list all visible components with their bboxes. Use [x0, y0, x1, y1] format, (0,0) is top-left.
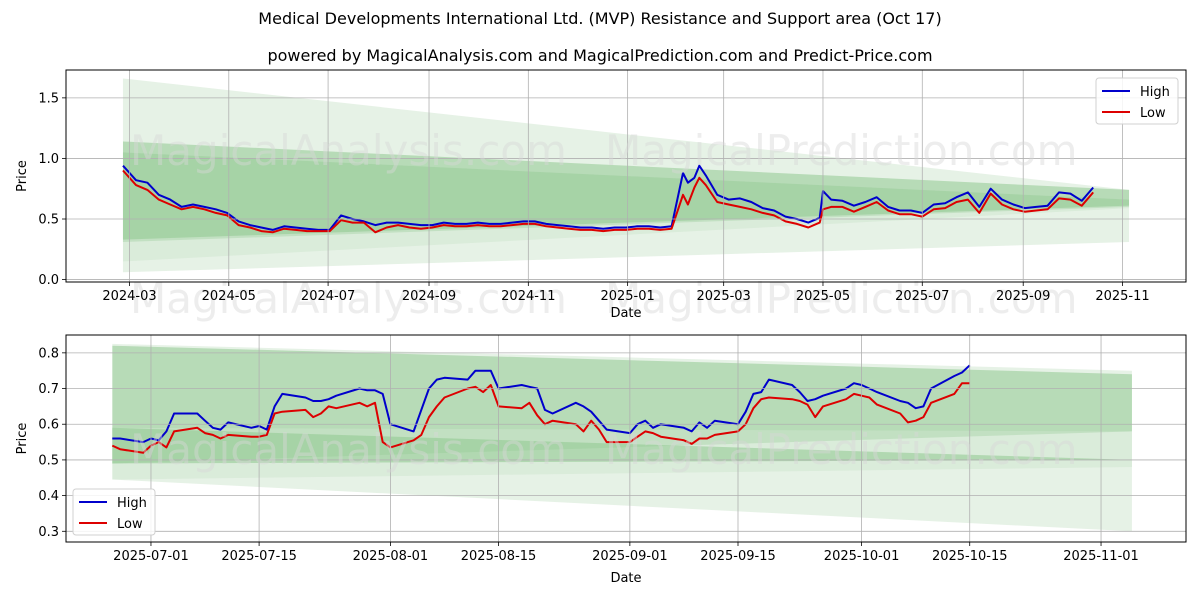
series-line-high — [112, 364, 971, 444]
x-axis-label: Date — [610, 306, 641, 321]
x-tick-label: 2025-10-15 — [932, 549, 1008, 564]
y-tick-label: 0.4 — [38, 489, 59, 504]
x-tick-label: 2025-05 — [796, 289, 850, 304]
top-panel: MagicalAnalysis.comMagicalAnalysis.comMa… — [15, 69, 1187, 323]
x-tick-label: 2025-08-15 — [461, 549, 537, 564]
x-tick-label: 2025-07-01 — [113, 549, 189, 564]
x-tick-label: 2025-08-01 — [353, 549, 429, 564]
x-tick-label: 2024-03 — [102, 289, 156, 304]
legend-label-high: High — [117, 496, 147, 511]
y-axis-label: Price — [15, 423, 30, 455]
series-line-low — [122, 169, 1094, 234]
x-tick-label: 2025-01 — [600, 289, 654, 304]
x-tick-label: 2025-11-01 — [1063, 549, 1139, 564]
chart-subtitle: powered by MagicalAnalysis.com and Magic… — [267, 46, 933, 65]
plot-area — [111, 343, 1132, 532]
x-tick-label: 2024-05 — [202, 289, 256, 304]
x-tick-label: 2024-09 — [402, 289, 456, 304]
y-tick-label: 0.7 — [38, 382, 59, 397]
x-axis-label: Date — [610, 571, 641, 586]
axes-frame — [65, 334, 1187, 543]
axes-frame — [65, 69, 1187, 283]
y-axis-label: Price — [15, 160, 30, 192]
y-tick-label: 0.8 — [38, 346, 59, 361]
x-tick-label: 2025-09-01 — [592, 549, 668, 564]
y-tick-label: 0.5 — [38, 453, 59, 468]
plot-area — [122, 78, 1130, 273]
x-tick-label: 2024-11 — [501, 289, 555, 304]
x-tick-label: 2025-07-15 — [221, 549, 297, 564]
x-tick-label: 2024-07 — [301, 289, 355, 304]
x-tick-label: 2025-03 — [697, 289, 751, 304]
y-tick-label: 0.3 — [38, 525, 59, 540]
x-tick-label: 2025-07 — [895, 289, 949, 304]
watermark-text: MagicalAnalysis.com — [130, 126, 567, 175]
watermark-text: MagicalPrediction.com — [605, 425, 1078, 474]
bottom-panel: MagicalAnalysis.com MagicalPrediction.com… — [15, 334, 1187, 586]
series-line-high — [122, 164, 1094, 231]
y-tick-label: 1.0 — [38, 152, 59, 167]
legend-label-high: High — [1140, 85, 1170, 100]
chart-title: Medical Developments International Ltd. … — [258, 9, 942, 28]
band-support-inner — [112, 427, 1132, 464]
x-tick-label: 2025-10-01 — [824, 549, 900, 564]
band-support-inner — [122, 152, 1130, 240]
y-tick-label: 0.6 — [38, 418, 59, 433]
x-tick-label: 2025-09-15 — [700, 549, 776, 564]
watermark-text: MagicalPrediction.com — [605, 126, 1078, 175]
y-tick-label: 0.5 — [38, 213, 59, 228]
legend: High Low — [1095, 77, 1179, 125]
x-tick-label: 2025-11 — [1095, 289, 1149, 304]
y-tick-label: 1.5 — [38, 91, 59, 106]
legend-label-low: Low — [1140, 106, 1166, 121]
legend: High Low — [72, 488, 156, 536]
x-tick-label: 2025-09 — [996, 289, 1050, 304]
series-line-low — [111, 382, 970, 454]
legend-label-low: Low — [117, 517, 143, 532]
y-tick-label: 0.0 — [38, 273, 59, 288]
watermark-text: MagicalAnalysis.com — [130, 425, 567, 474]
